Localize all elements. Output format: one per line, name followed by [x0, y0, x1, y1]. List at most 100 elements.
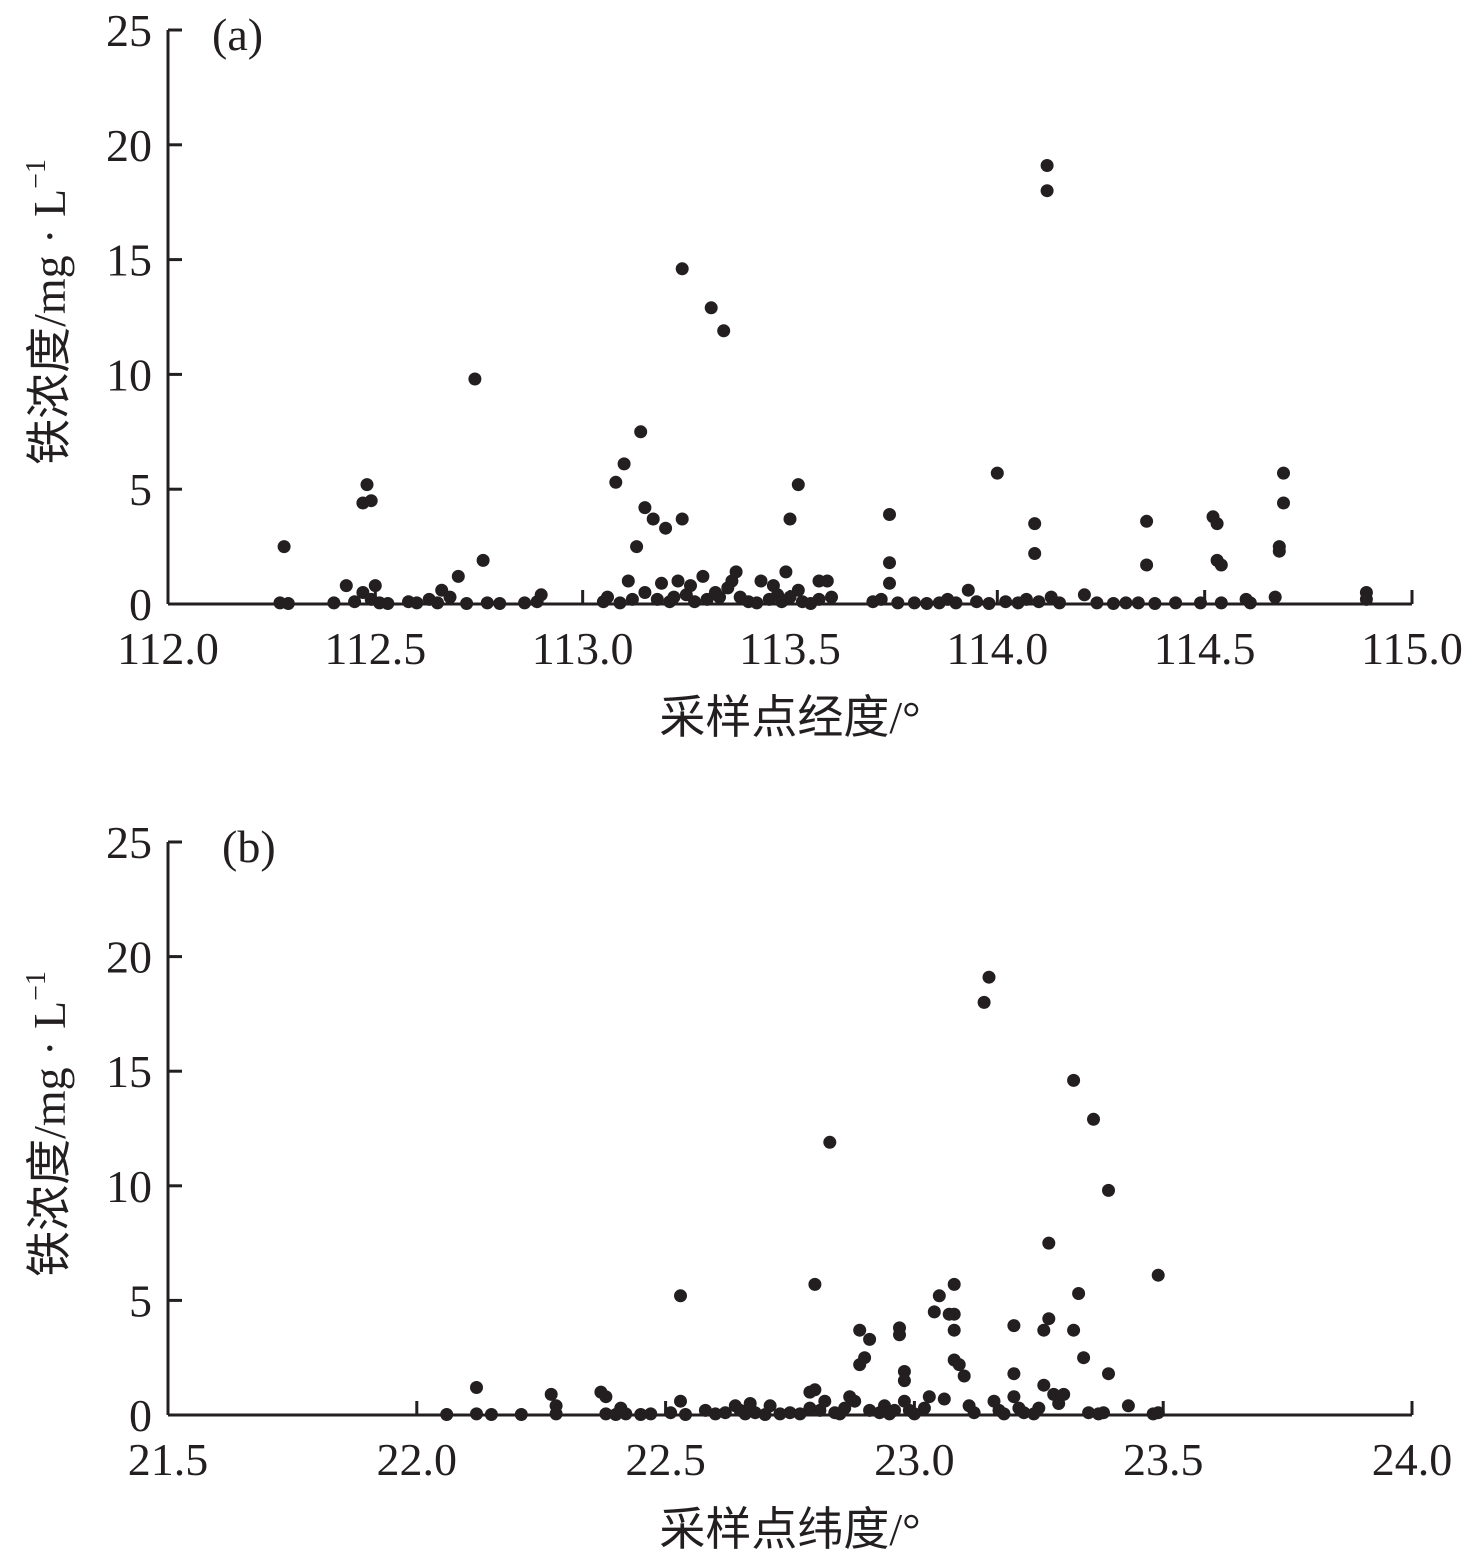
- panel-label-a: (a): [212, 9, 263, 60]
- data-point-a: [621, 574, 635, 588]
- data-point-b: [674, 1289, 687, 1303]
- data-point-b: [1007, 1367, 1021, 1381]
- data-point-a: [717, 324, 731, 338]
- y-tick-label-a: 15: [106, 235, 152, 286]
- data-point-a: [1040, 184, 1054, 198]
- data-point-b: [748, 1406, 762, 1420]
- data-point-a: [327, 596, 341, 610]
- data-point-a: [982, 597, 996, 610]
- data-point-a: [277, 540, 291, 554]
- data-point-b: [1087, 1112, 1100, 1126]
- data-point-b: [922, 1390, 936, 1404]
- data-point-a: [431, 596, 444, 610]
- data-point-b: [967, 1406, 981, 1420]
- data-point-b: [1072, 1287, 1086, 1300]
- y-axis-title-b-main: 铁浓度/mg · L: [24, 1001, 75, 1277]
- data-point-b: [1082, 1406, 1096, 1420]
- data-point-a: [1131, 596, 1145, 610]
- y-tick-label-b: 0: [129, 1390, 152, 1441]
- data-point-a: [655, 576, 668, 590]
- data-point-a: [961, 583, 975, 597]
- data-point-a: [339, 579, 353, 593]
- data-point-b: [1121, 1399, 1135, 1413]
- x-tick-label-b: 22.5: [625, 1434, 706, 1485]
- y-tick-label-a: 25: [106, 5, 152, 56]
- data-point-b: [1042, 1236, 1056, 1250]
- data-point-a: [625, 592, 639, 606]
- data-point-a: [476, 553, 490, 567]
- data-point-a: [675, 512, 689, 526]
- data-point-a: [1140, 558, 1154, 572]
- data-point-a: [601, 590, 614, 604]
- data-point-a: [783, 512, 797, 526]
- data-point-b: [1007, 1319, 1021, 1333]
- data-point-b: [952, 1358, 966, 1372]
- data-point-a: [883, 556, 896, 570]
- x-axis-title-a: 采样点经度/°: [659, 692, 920, 743]
- data-point-a: [883, 508, 896, 521]
- data-point-b: [679, 1408, 692, 1421]
- panel-b: (b) 采样点纬度/° 铁浓度/mg · L−1 0 5 10 15 20 25 21.5 2…: [21, 817, 1452, 1555]
- data-point-b: [1032, 1401, 1046, 1415]
- data-point-a: [1214, 558, 1228, 572]
- data-point-a: [779, 565, 793, 579]
- data-point-b: [932, 1289, 946, 1303]
- y-axis-title-a-sup: −1: [21, 159, 52, 189]
- data-point-a: [671, 574, 685, 588]
- data-point-a: [812, 592, 826, 606]
- data-point-b: [848, 1394, 862, 1408]
- data-point-b: [664, 1406, 678, 1420]
- data-point-a: [920, 597, 934, 610]
- data-point-a: [891, 596, 905, 610]
- data-point-a: [460, 597, 474, 610]
- data-point-a: [667, 590, 681, 604]
- data-point-b: [718, 1406, 732, 1420]
- data-point-b: [549, 1407, 563, 1421]
- y-axis-title-a-main: 铁浓度/mg · L: [24, 189, 75, 465]
- data-point-b: [897, 1374, 911, 1388]
- data-point-b: [927, 1305, 941, 1319]
- data-point-b: [1102, 1367, 1115, 1381]
- data-point-b: [957, 1369, 971, 1383]
- data-point-b: [1017, 1406, 1031, 1420]
- data-point-a: [613, 596, 627, 610]
- y-axis-title-a: 铁浓度/mg · L−1: [21, 159, 75, 465]
- data-point-a: [1040, 159, 1054, 172]
- data-point-a: [650, 592, 664, 606]
- data-point-b: [1007, 1390, 1021, 1404]
- data-point-a: [638, 586, 652, 599]
- data-point-b: [823, 1135, 837, 1149]
- data-point-a: [820, 574, 834, 588]
- data-point-b: [858, 1351, 872, 1365]
- data-point-b: [1037, 1378, 1051, 1392]
- data-point-b: [783, 1406, 797, 1420]
- data-point-a: [791, 583, 805, 597]
- data-point-a: [1277, 496, 1290, 510]
- data-point-b: [1037, 1323, 1051, 1337]
- data-point-a: [1028, 517, 1042, 531]
- data-point-b: [1077, 1351, 1091, 1365]
- data-point-b: [1151, 1268, 1165, 1282]
- data-point-b: [708, 1407, 722, 1421]
- data-point-a: [638, 501, 652, 515]
- x-tick-label-a: 113.0: [532, 623, 634, 674]
- data-point-b: [619, 1407, 633, 1421]
- data-point-b: [997, 1407, 1011, 1421]
- data-point-a: [617, 457, 631, 471]
- x-tick-label-a: 114.5: [1154, 623, 1256, 674]
- data-point-b: [763, 1399, 777, 1413]
- data-point-b: [484, 1408, 498, 1421]
- data-point-a: [368, 579, 382, 593]
- data-point-b: [853, 1323, 867, 1337]
- data-point-a: [729, 565, 743, 579]
- data-point-a: [534, 588, 548, 602]
- data-point-a: [1210, 517, 1224, 531]
- data-point-b: [674, 1394, 687, 1408]
- data-point-a: [825, 590, 838, 604]
- data-point-b: [808, 1277, 822, 1291]
- data-point-b: [599, 1407, 613, 1421]
- data-point-b: [982, 970, 996, 984]
- data-point-b: [738, 1407, 752, 1421]
- data-point-a: [1119, 596, 1133, 610]
- data-point-a: [704, 301, 718, 315]
